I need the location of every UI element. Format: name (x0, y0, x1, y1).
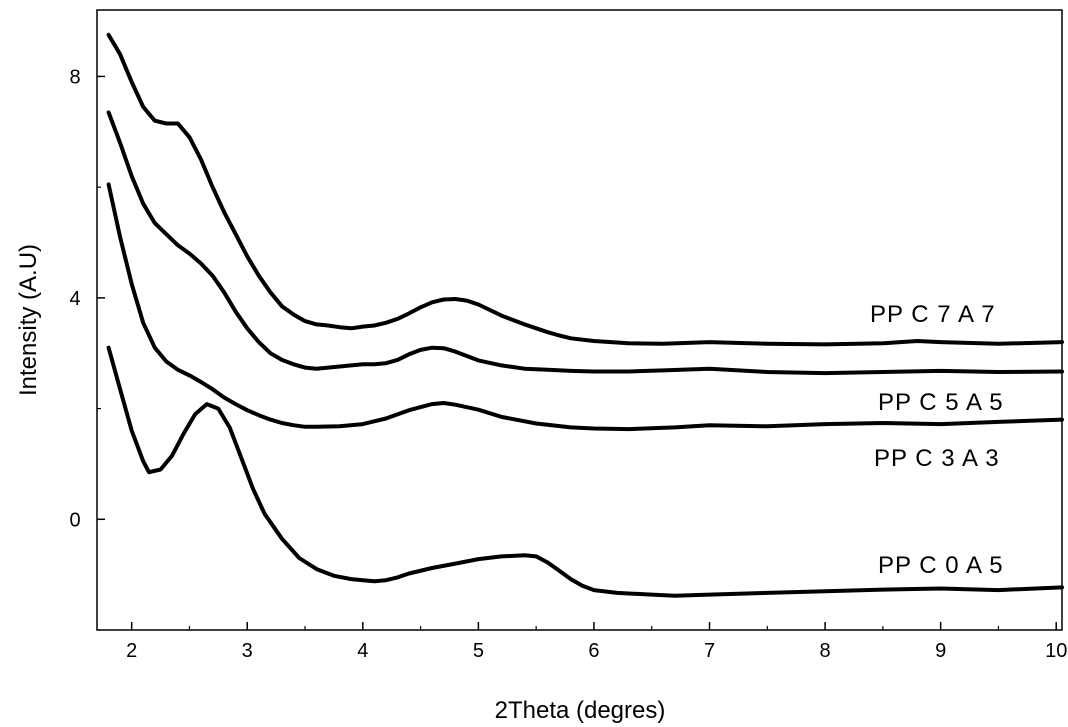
series-label-pp-c0-a5: PP C 0 A 5 (878, 552, 1004, 579)
x-tick-label: 9 (935, 640, 946, 662)
x-tick-label: 2 (126, 640, 137, 662)
series-line-0 (106, 32, 1064, 347)
y-tick-label: 0 (69, 509, 80, 531)
series-lines (106, 32, 1064, 598)
series-line-1 (106, 110, 1064, 376)
x-axis-title: 2Theta (degres) (495, 697, 666, 724)
x-tick-label: 3 (242, 640, 253, 662)
x-tick-label: 6 (588, 640, 599, 662)
y-axis-ticks: 0 4 8 (69, 66, 105, 631)
plot-frame (96, 9, 1063, 631)
x-tick-label: 10 (1045, 640, 1067, 662)
y-axis-title: Intensity (A.U) (15, 244, 42, 396)
series-label-pp-c3-a3: PP C 3 A 3 (874, 445, 1000, 472)
y-tick-label: 8 (69, 66, 80, 88)
series-label-pp-c5-a5: PP C 5 A 5 (878, 389, 1004, 416)
x-tick-label: 5 (473, 640, 484, 662)
y-tick-label: 4 (69, 288, 80, 310)
series-label-pp-c7-a7: PP C 7 A 7 (870, 301, 996, 328)
x-tick-label: 7 (704, 640, 715, 662)
series-line-2 (106, 182, 1064, 432)
series-line-3 (106, 345, 1064, 598)
x-axis-ticks: 2 3 4 5 6 7 8 9 10 (126, 622, 1067, 662)
x-tick-label: 8 (820, 640, 831, 662)
x-tick-label: 4 (357, 640, 368, 662)
